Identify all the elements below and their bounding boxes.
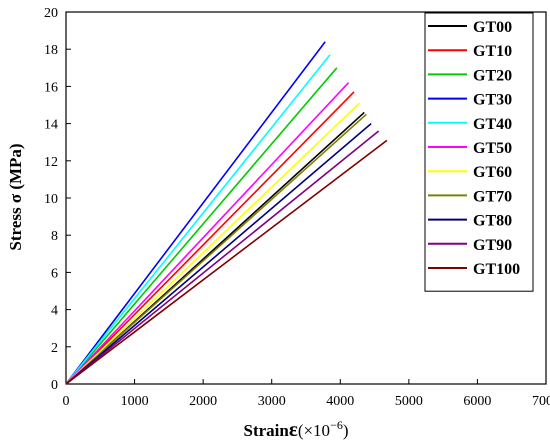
y-tick-label: 0 — [51, 378, 58, 393]
y-tick-label: 4 — [51, 304, 58, 319]
series-line-gt10 — [65, 91, 355, 385]
x-axis-label-close: ) — [343, 421, 349, 440]
x-tick-label: 0 — [63, 394, 70, 409]
y-tick-label: 14 — [44, 118, 58, 133]
legend-label-gt60: GT60 — [473, 164, 512, 181]
y-tick-label: 8 — [51, 229, 58, 244]
series-line-gt90 — [65, 130, 380, 385]
x-axis-label-main: Strain — [243, 421, 289, 440]
x-tick-label: 4000 — [326, 394, 354, 409]
y-axis-label: Stress σ (MPa) — [6, 143, 25, 250]
x-axis-label-exponent: −6 — [330, 418, 343, 432]
legend-label-gt70: GT70 — [473, 188, 512, 205]
y-tick-label: 18 — [44, 43, 58, 58]
series-lines — [65, 41, 388, 385]
y-tick-label: 10 — [44, 192, 58, 207]
legend-label-gt40: GT40 — [473, 116, 512, 133]
legend-label-gt10: GT10 — [473, 43, 512, 60]
series-line-gt100 — [65, 139, 388, 385]
legend: GT00 GT10 GT20 GT30 GT40 GT50 GT60 GT70 GT80 GT90… — [424, 12, 534, 292]
y-axis-ticks: 0 2 4 6 8 10 12 14 16 18 20 — [44, 6, 71, 393]
series-line-gt50 — [65, 82, 350, 385]
y-tick-label: 6 — [51, 266, 58, 281]
y-tick-label: 16 — [44, 80, 58, 95]
x-axis-label-unit: (×10 — [298, 421, 330, 440]
x-tick-label: 2000 — [189, 394, 217, 409]
x-axis-label-symbol: ε — [289, 417, 298, 441]
legend-label-gt80: GT80 — [473, 213, 512, 230]
x-tick-label: 5000 — [395, 394, 423, 409]
legend-label-gt50: GT50 — [473, 140, 512, 157]
series-line-gt30 — [65, 41, 326, 385]
series-line-gt20 — [65, 67, 338, 385]
y-tick-label: 2 — [51, 341, 58, 356]
legend-label-gt100: GT100 — [473, 261, 520, 278]
legend-label-gt20: GT20 — [473, 67, 512, 84]
legend-label-gt00: GT00 — [473, 19, 512, 36]
series-line-gt40 — [65, 54, 331, 385]
series-line-gt70 — [65, 113, 367, 385]
x-axis-label: Strainε(×10−6) — [243, 417, 348, 441]
x-tick-label: 6000 — [463, 394, 491, 409]
series-line-gt60 — [65, 102, 361, 385]
x-tick-label: 3000 — [258, 394, 286, 409]
x-tick-label: 1000 — [121, 394, 149, 409]
y-tick-label: 20 — [44, 6, 58, 21]
legend-label-gt30: GT30 — [473, 92, 512, 109]
y-tick-label: 12 — [44, 155, 58, 170]
legend-label-gt90: GT90 — [473, 237, 512, 254]
legend-box — [424, 12, 534, 292]
series-line-gt80 — [65, 122, 372, 385]
